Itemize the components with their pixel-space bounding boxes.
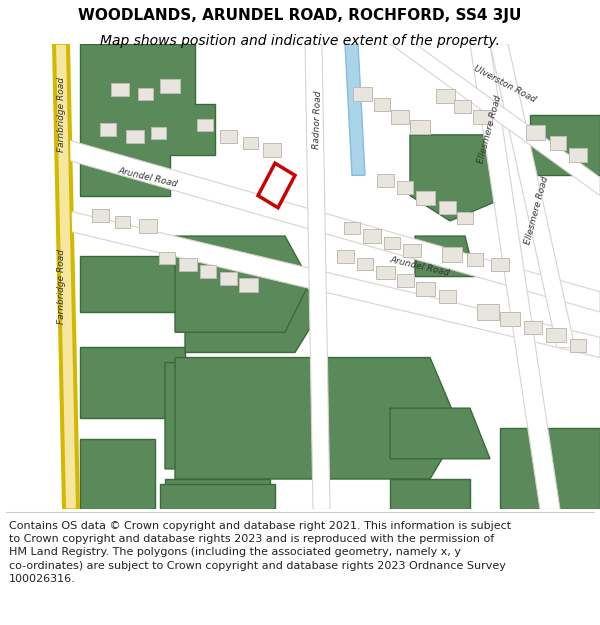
Polygon shape <box>384 237 400 249</box>
Polygon shape <box>500 428 600 509</box>
Polygon shape <box>175 357 460 479</box>
Text: Contains OS data © Crown copyright and database right 2021. This information is : Contains OS data © Crown copyright and d… <box>9 521 511 584</box>
Polygon shape <box>305 44 330 509</box>
Polygon shape <box>165 479 270 509</box>
Polygon shape <box>439 201 455 214</box>
Polygon shape <box>410 119 430 134</box>
Polygon shape <box>80 348 185 418</box>
Polygon shape <box>52 44 80 509</box>
Text: Map shows position and indicative extent of the property.: Map shows position and indicative extent… <box>100 34 500 48</box>
Polygon shape <box>337 250 353 263</box>
Polygon shape <box>200 266 216 278</box>
Polygon shape <box>390 479 470 509</box>
Polygon shape <box>415 191 434 205</box>
Polygon shape <box>55 44 77 509</box>
Polygon shape <box>100 123 116 136</box>
Polygon shape <box>526 125 545 141</box>
Polygon shape <box>263 144 281 157</box>
Polygon shape <box>397 274 413 288</box>
Polygon shape <box>126 130 144 144</box>
Polygon shape <box>363 229 381 242</box>
Text: Arundel Road: Arundel Road <box>389 255 451 278</box>
Polygon shape <box>415 236 475 276</box>
Polygon shape <box>473 109 491 124</box>
Polygon shape <box>570 339 586 352</box>
Polygon shape <box>80 256 185 312</box>
Polygon shape <box>137 88 152 101</box>
Polygon shape <box>550 136 566 149</box>
Polygon shape <box>160 79 180 93</box>
Polygon shape <box>353 88 371 101</box>
Polygon shape <box>68 211 600 357</box>
Polygon shape <box>179 258 197 271</box>
Polygon shape <box>357 258 373 271</box>
Polygon shape <box>374 98 390 111</box>
Polygon shape <box>397 181 413 194</box>
Polygon shape <box>442 247 462 262</box>
Polygon shape <box>197 119 213 131</box>
Text: Ellesmere Road: Ellesmere Road <box>524 176 550 246</box>
Polygon shape <box>68 140 600 312</box>
Text: Farnbridge Road: Farnbridge Road <box>58 249 67 324</box>
Polygon shape <box>139 219 157 232</box>
Polygon shape <box>220 272 236 285</box>
Polygon shape <box>491 258 509 271</box>
Polygon shape <box>175 236 310 332</box>
Text: WOODLANDS, ARUNDEL ROAD, ROCHFORD, SS4 3JU: WOODLANDS, ARUNDEL ROAD, ROCHFORD, SS4 3… <box>79 8 521 23</box>
Polygon shape <box>115 216 130 228</box>
Polygon shape <box>377 174 394 187</box>
Polygon shape <box>91 209 109 222</box>
Polygon shape <box>220 130 236 144</box>
Polygon shape <box>569 148 587 162</box>
Polygon shape <box>151 127 166 139</box>
Polygon shape <box>470 44 560 509</box>
Polygon shape <box>80 44 215 196</box>
Polygon shape <box>467 253 483 266</box>
Polygon shape <box>165 362 340 469</box>
Polygon shape <box>415 282 434 296</box>
Text: Ulverston Road: Ulverston Road <box>472 64 538 104</box>
Polygon shape <box>390 26 600 196</box>
Polygon shape <box>436 89 455 104</box>
Polygon shape <box>185 266 320 352</box>
Polygon shape <box>530 114 600 176</box>
Polygon shape <box>159 253 175 264</box>
Polygon shape <box>80 439 155 509</box>
Text: Arundel Road: Arundel Road <box>117 166 179 189</box>
Polygon shape <box>111 82 129 96</box>
Polygon shape <box>345 44 365 176</box>
Text: Radnor Road: Radnor Road <box>313 91 323 149</box>
Polygon shape <box>376 266 395 279</box>
Polygon shape <box>500 312 520 326</box>
Text: Ellesmere Road: Ellesmere Road <box>476 94 503 165</box>
Polygon shape <box>546 328 566 342</box>
Polygon shape <box>477 304 499 319</box>
Polygon shape <box>490 44 575 348</box>
Polygon shape <box>457 212 473 224</box>
Polygon shape <box>391 109 409 124</box>
Polygon shape <box>344 222 360 234</box>
Polygon shape <box>524 321 542 334</box>
Polygon shape <box>410 135 510 221</box>
Polygon shape <box>390 408 490 459</box>
Polygon shape <box>242 137 257 149</box>
Polygon shape <box>439 290 455 303</box>
Polygon shape <box>160 484 275 509</box>
Polygon shape <box>403 244 421 257</box>
Polygon shape <box>258 163 295 208</box>
Polygon shape <box>239 278 257 292</box>
Polygon shape <box>454 100 470 113</box>
Polygon shape <box>275 398 380 469</box>
Text: Farnbridge Road: Farnbridge Road <box>58 77 67 152</box>
